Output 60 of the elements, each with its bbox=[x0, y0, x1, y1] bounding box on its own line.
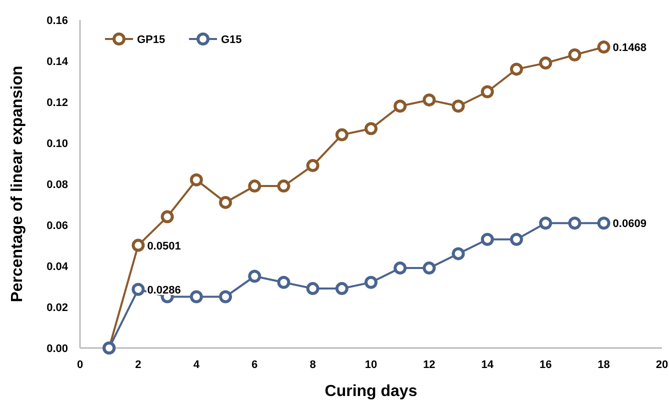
point bbox=[539, 216, 552, 230]
point bbox=[510, 232, 523, 246]
point bbox=[568, 48, 582, 62]
point bbox=[422, 262, 436, 275]
x-tick-label: 16 bbox=[539, 359, 552, 371]
point bbox=[480, 232, 494, 246]
x-tick-label: 6 bbox=[252, 359, 258, 371]
point bbox=[132, 238, 145, 252]
y-tick-label: 0.12 bbox=[46, 97, 68, 109]
x-tick-label: 14 bbox=[481, 359, 494, 371]
data-label: 0.1468 bbox=[612, 42, 646, 54]
point bbox=[597, 40, 610, 54]
x-tick-label: 4 bbox=[193, 359, 200, 371]
point bbox=[422, 93, 436, 106]
y-tick-label: 0.04 bbox=[46, 261, 69, 273]
point bbox=[277, 180, 290, 193]
point bbox=[510, 62, 523, 76]
y-tick-label: 0.16 bbox=[46, 15, 68, 27]
point bbox=[480, 85, 494, 98]
data-label: 0.0609 bbox=[612, 218, 646, 230]
point bbox=[539, 56, 552, 70]
point bbox=[248, 180, 262, 193]
point bbox=[597, 216, 610, 230]
x-tick-label: 18 bbox=[598, 359, 610, 371]
x-tick-label: 2 bbox=[135, 359, 142, 371]
point bbox=[568, 216, 582, 230]
point bbox=[132, 282, 145, 296]
y-tick-label: 0.02 bbox=[46, 302, 68, 314]
x-tick-label: 10 bbox=[364, 359, 378, 371]
point bbox=[190, 173, 203, 186]
point bbox=[219, 290, 232, 304]
point bbox=[190, 290, 203, 304]
point bbox=[248, 270, 262, 283]
point bbox=[277, 276, 290, 289]
point bbox=[306, 159, 320, 172]
point bbox=[335, 282, 348, 296]
y-tick-label: 0.08 bbox=[46, 179, 68, 191]
point bbox=[306, 282, 320, 296]
x-tick-label: 20 bbox=[656, 359, 668, 371]
data-label: 0.0501 bbox=[147, 240, 181, 252]
y-axis-title: Percentage of linear expansion bbox=[9, 66, 26, 302]
x-tick-label: 8 bbox=[310, 359, 316, 371]
y-tick-label: 0.14 bbox=[46, 56, 69, 68]
point bbox=[394, 100, 407, 113]
point bbox=[364, 276, 378, 289]
legend-label: G15 bbox=[221, 34, 242, 46]
y-tick-label: 0.10 bbox=[46, 138, 68, 150]
legend-label: GP15 bbox=[137, 34, 166, 46]
x-axis-title: Curing days bbox=[324, 383, 418, 400]
point bbox=[452, 100, 465, 113]
point bbox=[394, 262, 407, 275]
point bbox=[160, 210, 174, 224]
point bbox=[452, 247, 465, 260]
point bbox=[219, 196, 232, 209]
y-tick-label: 0.00 bbox=[46, 343, 68, 355]
x-tick-label: 0 bbox=[76, 359, 84, 371]
y-tick-label: 0.06 bbox=[46, 220, 68, 232]
x-tick-label: 12 bbox=[423, 359, 436, 371]
point bbox=[364, 122, 378, 136]
point bbox=[335, 128, 348, 142]
